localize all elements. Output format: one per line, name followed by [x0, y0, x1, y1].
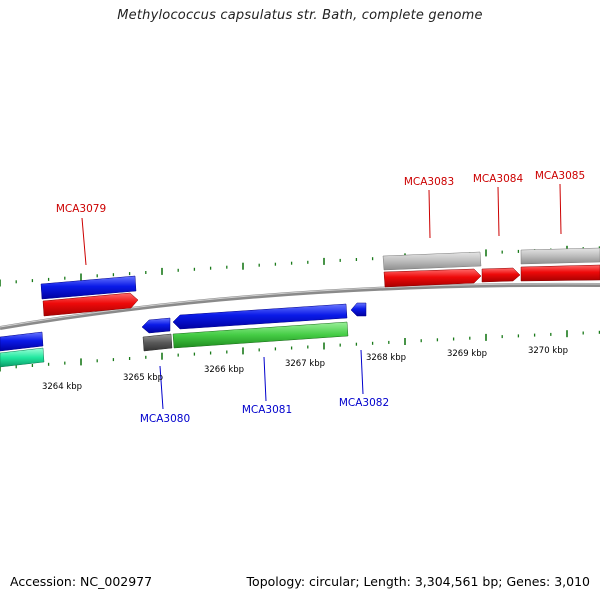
inner-tick-marks	[0, 330, 600, 372]
topology-label: Topology:	[246, 574, 306, 589]
gene-mca3080-dark[interactable]	[142, 333, 173, 352]
leader-mca3085	[559, 183, 562, 235]
gene-left-teal-partial[interactable]	[0, 347, 45, 368]
gene-label-mca3081[interactable]: MCA3081	[242, 404, 292, 416]
genome-summary: Topology: circular; Length: 3,304,561 bp…	[246, 574, 590, 589]
gene-label-mca3082[interactable]: MCA3082	[339, 397, 389, 409]
accession-info: Accession: NC_002977	[10, 574, 152, 589]
genome-backbone	[0, 282, 600, 330]
accession-label: Accession:	[10, 574, 77, 589]
kbp-label-3264: 3264 kbp	[42, 382, 82, 392]
leader-mca3080	[159, 365, 164, 410]
gene-mca3079[interactable]	[42, 292, 139, 317]
gene-mca3081-rna[interactable]	[172, 321, 349, 349]
gene-mca3083[interactable]	[383, 268, 482, 288]
gene-mca3084[interactable]	[481, 267, 521, 283]
gene-mca3080[interactable]	[141, 317, 171, 334]
gene-label-mca3084[interactable]: MCA3084	[473, 173, 524, 185]
gene-pseudo-upper-right[interactable]	[520, 247, 600, 265]
genes-label: Genes:	[506, 574, 551, 589]
gene-label-mca3085[interactable]: MCA3085	[535, 170, 585, 182]
leader-mca3082	[360, 349, 364, 395]
gene-pseudo-upper[interactable]	[382, 251, 482, 271]
genome-backbone-highlight	[0, 283, 600, 328]
kbp-label-3270: 3270 kbp	[528, 346, 568, 356]
genome-title: Methylococcus capsulatus str. Bath, comp…	[117, 8, 483, 23]
leader-mca3079	[81, 217, 87, 266]
gene-left-blue-partial[interactable]	[0, 331, 44, 352]
length-label: Length:	[363, 574, 411, 589]
gene-label-mca3079[interactable]: MCA3079	[56, 203, 106, 215]
kbp-label-3267: 3267 kbp	[285, 359, 325, 369]
kbp-label-3269: 3269 kbp	[447, 349, 487, 359]
outer-tick-marks	[0, 245, 600, 287]
leader-mca3084	[497, 186, 500, 237]
gene-mca3081[interactable]	[172, 303, 348, 330]
gene-mca3079-blue-bar[interactable]	[40, 275, 137, 300]
gene-mca3085[interactable]	[520, 264, 600, 282]
kbp-label-3268: 3268 kbp	[366, 353, 406, 363]
kbp-label-3265: 3265 kbp	[123, 373, 163, 383]
length-value: 3,304,561 bp	[414, 574, 499, 589]
leader-mca3081	[263, 356, 267, 402]
kbp-label-3266: 3266 kbp	[204, 365, 244, 375]
topology-value: circular	[309, 574, 356, 589]
gene-mca3082[interactable]	[350, 302, 367, 317]
gene-label-mca3083[interactable]: MCA3083	[404, 176, 454, 188]
genes-value: 3,010	[554, 574, 590, 589]
gene-label-mca3080[interactable]: MCA3080	[140, 413, 190, 425]
accession-value: NC_002977	[80, 574, 153, 589]
leader-mca3083	[428, 189, 431, 239]
